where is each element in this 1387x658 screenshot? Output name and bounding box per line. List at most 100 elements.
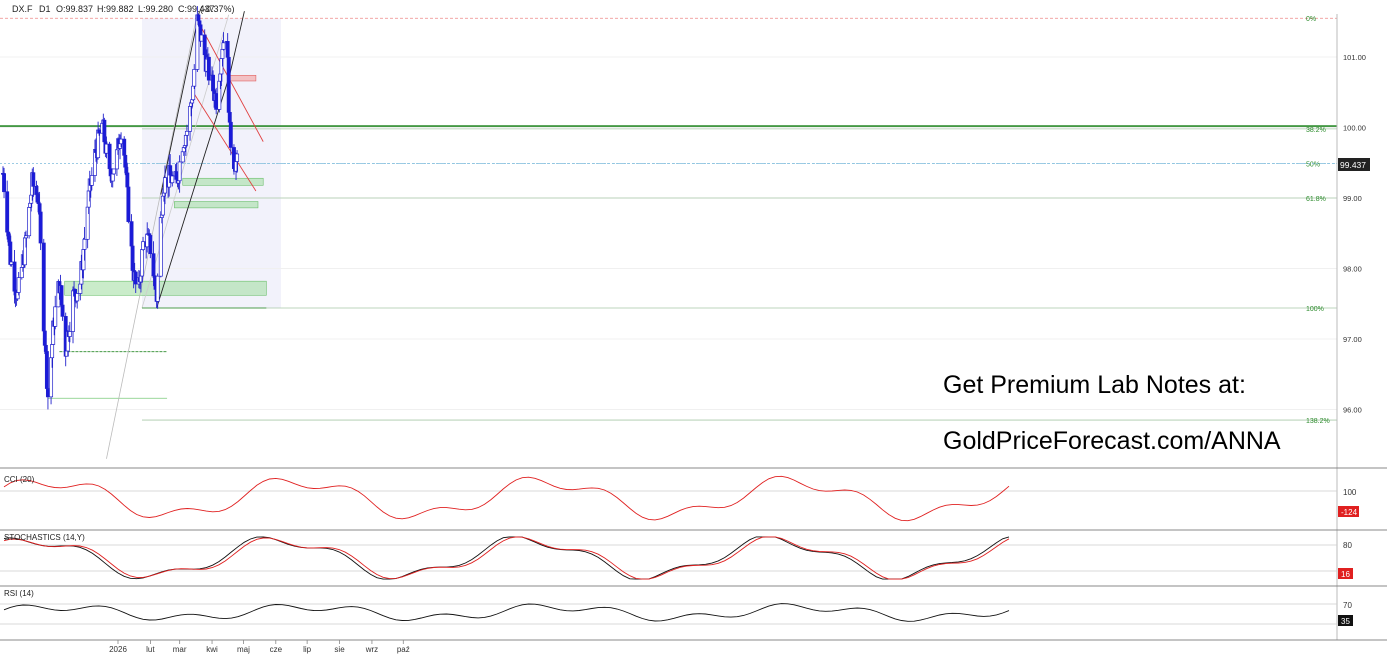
- header-symbol: DX.F: [12, 4, 33, 14]
- fib-label: 0%: [1306, 16, 1316, 23]
- stoch-80-label: 80: [1343, 541, 1352, 550]
- candle-body: [27, 206, 32, 237]
- last-price-label: 99.437: [1340, 160, 1366, 170]
- fib-label: 138.2%: [1306, 418, 1330, 425]
- candle-body: [192, 69, 197, 87]
- candle-body: [24, 235, 28, 239]
- candle-body: [214, 93, 219, 110]
- x-tick-label: wrz: [365, 645, 378, 654]
- fib-label: 38.2%: [1306, 127, 1326, 134]
- x-tick-label: lip: [303, 645, 312, 654]
- candle-body: [141, 241, 145, 250]
- candle-body: [89, 175, 94, 186]
- candle-body: [82, 238, 87, 250]
- candle-body: [199, 34, 204, 42]
- candle-body: [110, 173, 115, 182]
- y-tick-label: 101.00: [1343, 53, 1366, 62]
- x-tick-label: kwi: [206, 645, 218, 654]
- zones-layer: [64, 75, 267, 296]
- x-tick-label: cze: [270, 645, 283, 654]
- candle-body: [111, 168, 116, 175]
- candle-body: [38, 211, 43, 244]
- fib-label: 50%: [1306, 161, 1320, 168]
- candle-body: [163, 177, 167, 194]
- candle-body: [9, 261, 14, 265]
- candle-body: [126, 186, 131, 222]
- candle-body: [225, 41, 230, 58]
- background-layer: [0, 14, 1337, 468]
- candle-body: [221, 42, 226, 50]
- candle-body: [119, 138, 124, 145]
- candle-body: [75, 293, 80, 302]
- x-tick-label: maj: [237, 645, 250, 654]
- candle-body: [184, 130, 189, 136]
- y-tick-label: 100.00: [1343, 124, 1366, 133]
- inner-channel-line: [141, 14, 230, 309]
- stoch-d-line: [3, 536, 1010, 580]
- candle-body: [220, 48, 225, 59]
- resistance-zone: [227, 75, 257, 82]
- x-tick-label: paź: [397, 645, 410, 654]
- fib-label: 100%: [1306, 306, 1324, 313]
- rsi-70-label: 70: [1343, 601, 1352, 610]
- header-change: (-0.37%): [200, 4, 235, 14]
- lines-layer: 0% 38.2% 50% 61.8% 100% 138.2%: [0, 11, 1337, 459]
- cci-value: -124: [1341, 508, 1358, 517]
- candle-body: [170, 175, 175, 184]
- cci-line: [3, 475, 1010, 522]
- header-close: C:99.437: [178, 4, 215, 14]
- lower-channel-ext: [229, 11, 245, 75]
- candle-body: [155, 275, 160, 302]
- y-tick-label: 98.00: [1343, 265, 1362, 274]
- stoch-value: 16: [1341, 570, 1350, 579]
- candle-body: [5, 191, 10, 233]
- rsi-value-badge: [1338, 615, 1353, 626]
- header-open: O:99.837: [56, 4, 93, 14]
- stoch-k-line: [3, 536, 1010, 580]
- lower-channel-line: [156, 74, 231, 309]
- support-zone: [182, 177, 264, 186]
- support-zone: [64, 280, 267, 296]
- candle-body: [41, 242, 46, 332]
- candle-body: [196, 14, 201, 22]
- candle-body: [59, 285, 64, 306]
- x-tick-label: sie: [334, 645, 345, 654]
- candle-body: [97, 129, 102, 134]
- candle-body: [133, 271, 138, 285]
- x-tick-label: lut: [146, 645, 155, 654]
- upper-channel-line: [160, 11, 200, 195]
- candle-body: [50, 344, 55, 359]
- promo-line-1: Get Premium Lab Notes at:: [943, 371, 1246, 399]
- cci-value-badge: [1338, 506, 1359, 517]
- header-timeframe: D1: [39, 4, 51, 14]
- last-price-badge: [1338, 158, 1370, 171]
- candle-body: [158, 217, 163, 277]
- candle-body: [228, 121, 233, 148]
- candle-body: [2, 173, 6, 193]
- rsi-line: [3, 603, 1010, 622]
- header-high: H:99.882: [97, 4, 134, 14]
- candle-body: [148, 235, 153, 255]
- candle-body: [140, 249, 144, 277]
- x-tick-label: 2026: [109, 645, 127, 654]
- candle-body: [16, 277, 21, 293]
- y-tick-label: 96.00: [1343, 406, 1362, 415]
- cci-100-label: 100: [1343, 488, 1357, 497]
- y-tick-label: 97.00: [1343, 335, 1362, 344]
- candles-layer: [1, 6, 240, 410]
- cci-title: CCI (20): [4, 475, 35, 484]
- candle-body: [104, 143, 109, 154]
- rsi-title: RSI (14): [4, 589, 34, 598]
- candle-body: [235, 153, 240, 162]
- y-tick-label: 99.00: [1343, 194, 1362, 203]
- candle-body: [206, 56, 211, 81]
- stoch-value-badge: [1338, 568, 1353, 579]
- candle-body: [45, 388, 50, 398]
- support-zone: [174, 201, 259, 209]
- candle-body: [44, 351, 49, 389]
- candle-body: [71, 290, 75, 332]
- candle-body: [197, 20, 202, 26]
- red-support-line: [192, 92, 257, 192]
- header-low: L:99.280: [138, 4, 173, 14]
